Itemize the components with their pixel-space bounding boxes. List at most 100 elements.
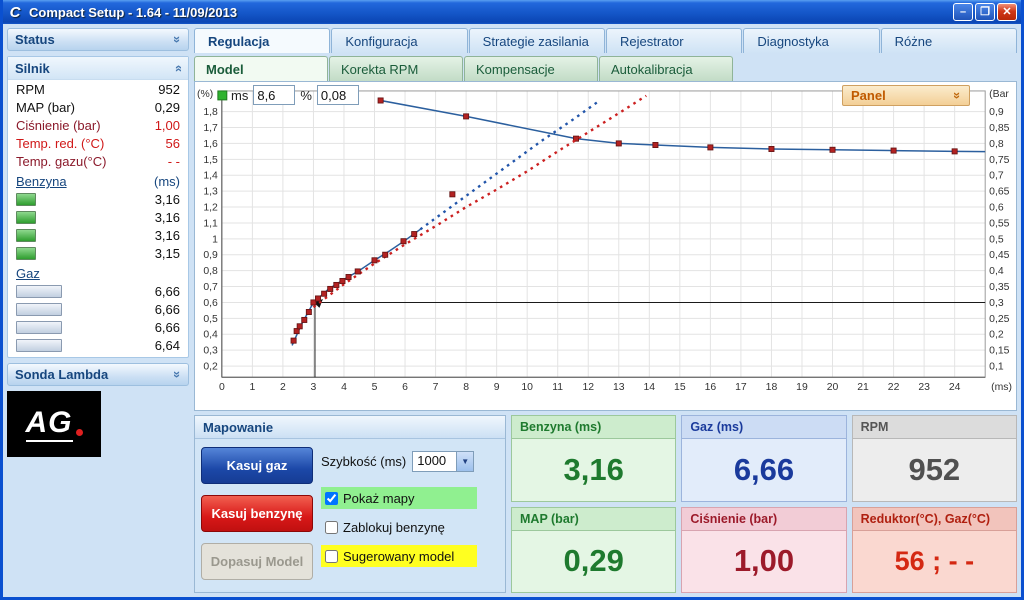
svg-text:0: 0: [219, 382, 225, 393]
svg-text:16: 16: [705, 382, 717, 393]
tab-autokalibracja[interactable]: Autokalibracja: [599, 56, 733, 81]
panel-dropdown[interactable]: Panel »: [842, 85, 970, 106]
pokaz-mapy-label: Pokaż mapy: [343, 490, 415, 506]
tile-gaz-label: Gaz (ms): [682, 416, 846, 439]
param-value: - -: [167, 153, 180, 169]
gaz-value: 6,64: [154, 337, 180, 353]
szybkosc-select[interactable]: 1000 ▼: [412, 451, 475, 472]
status-header[interactable]: Status »: [7, 28, 189, 51]
tile-gaz: Gaz (ms) 6,66: [681, 415, 847, 502]
tile-rpm: RPM 952: [851, 415, 1017, 502]
tile-map: MAP (bar) 0,29: [511, 506, 677, 593]
benzyna-row: 3,15: [8, 244, 188, 262]
svg-text:0,7: 0,7: [203, 282, 218, 293]
svg-text:0,3: 0,3: [989, 298, 1004, 309]
tile-cisnienie-label: Ciśnienie (bar): [682, 507, 846, 531]
svg-text:10: 10: [521, 382, 533, 393]
chevron-double-down-icon: »: [949, 91, 965, 100]
chevron-double-down-icon: »: [169, 35, 185, 44]
svg-text:12: 12: [582, 382, 594, 393]
benzyna-bar: [16, 192, 36, 206]
benzyna-bar: [16, 210, 36, 224]
svg-text:1,1: 1,1: [203, 218, 218, 229]
tab-korekta-rpm[interactable]: Korekta RPM: [329, 56, 463, 81]
tab-konfiguracja[interactable]: Konfiguracja: [331, 28, 468, 53]
param-row-temp-red: Temp. red. (°C) 56: [8, 134, 188, 152]
tab-kompensacje[interactable]: Kompensacje: [464, 56, 598, 81]
svg-text:7: 7: [433, 382, 439, 393]
svg-text:1,2: 1,2: [203, 203, 218, 214]
pokaz-mapy-checkbox[interactable]: [325, 491, 338, 505]
bottom-panels: Mapowanie Kasuj gaz Kasuj benzynę Dopasu…: [194, 415, 1017, 593]
svg-text:1,4: 1,4: [203, 171, 218, 182]
tile-gaz-value: 6,66: [682, 439, 846, 501]
gaz-bar: [16, 338, 62, 352]
svg-text:0,35: 0,35: [989, 282, 1009, 293]
svg-text:18: 18: [766, 382, 778, 393]
svg-text:0,8: 0,8: [203, 266, 218, 277]
benzyna-value: 3,15: [154, 245, 180, 261]
svg-text:1: 1: [249, 382, 255, 393]
gaz-link[interactable]: Gaz: [16, 266, 40, 281]
benzyna-link[interactable]: Benzyna: [16, 174, 67, 189]
gaz-bar: [16, 320, 62, 334]
gaz-row: 6,66: [8, 318, 188, 336]
checkbox-zablokuj-benzyne[interactable]: Zablokuj benzynę: [321, 516, 449, 538]
chart-controls: ms %: [231, 85, 359, 105]
param-label: MAP (bar): [16, 99, 75, 115]
kasuj-gaz-button[interactable]: Kasuj gaz: [201, 447, 313, 484]
tile-benzyna-value: 3,16: [512, 439, 676, 501]
svg-text:5: 5: [372, 382, 378, 393]
benzyna-value: 3,16: [154, 191, 180, 207]
tuning-chart[interactable]: 0 1 2 3 4 5 6 7 8 9 10 11 12 13 14 15 16 17 18 19 20 21 22 23 24…: [195, 82, 1016, 410]
silnik-header[interactable]: Silnik »: [8, 57, 188, 80]
svg-text:1,5: 1,5: [203, 155, 218, 166]
tile-reduktor-label: Reduktor(°C), Gaz(°C): [852, 507, 1016, 531]
tab-strategie-zasilania[interactable]: Strategie zasilania: [468, 28, 605, 53]
dopasuj-model-button[interactable]: Dopasuj Model: [201, 543, 313, 580]
tile-cisnienie: Ciśnienie (bar) 1,00: [681, 506, 847, 593]
tab-regulacja[interactable]: Regulacja: [194, 28, 331, 53]
checkbox-sugerowany-model[interactable]: Sugerowany model: [321, 545, 477, 567]
tile-rpm-value: 952: [852, 439, 1016, 501]
kasuj-benzyne-button[interactable]: Kasuj benzynę: [201, 495, 313, 532]
sugerowany-model-checkbox[interactable]: [325, 549, 338, 563]
szybkosc-value: 1000: [417, 453, 447, 468]
checkbox-pokaz-mapy[interactable]: Pokaż mapy: [321, 487, 477, 509]
sonda-lambda-header[interactable]: Sonda Lambda »: [7, 363, 189, 386]
dropdown-arrow-icon[interactable]: ▼: [456, 452, 474, 471]
svg-text:0,55: 0,55: [989, 218, 1009, 229]
minimize-button[interactable]: –: [953, 3, 973, 21]
svg-text:0,7: 0,7: [989, 171, 1004, 182]
tab-diagnostyka[interactable]: Diagnostyka: [743, 28, 880, 53]
param-row-temp-gazu: Temp. gazu(°C) - -: [8, 152, 188, 170]
tile-cisnienie-value: 1,00: [682, 530, 846, 592]
tab-rozne[interactable]: Różne: [880, 28, 1017, 53]
ag-logo-text: AG: [25, 406, 73, 442]
gaz-bar: [16, 302, 62, 316]
value-tiles: Benzyna (ms) 3,16 Gaz (ms) 6,66 RPM 952 …: [511, 415, 1017, 593]
gaz-bar: [16, 284, 62, 298]
percent-input[interactable]: [316, 85, 359, 105]
benzyna-unit: (ms): [154, 174, 180, 189]
ag-logo-dot-icon: [75, 428, 83, 436]
ms-input[interactable]: [253, 85, 296, 105]
svg-text:0,2: 0,2: [203, 362, 218, 373]
tab-model[interactable]: Model: [194, 56, 328, 81]
tab-rejestrator[interactable]: Rejestrator: [605, 28, 743, 53]
svg-text:0,25: 0,25: [989, 314, 1009, 325]
param-label: Ciśnienie (bar): [16, 117, 101, 133]
close-button[interactable]: ✕: [997, 3, 1017, 21]
zablokuj-benzyne-label: Zablokuj benzynę: [343, 519, 445, 535]
svg-text:4: 4: [341, 382, 347, 393]
maximize-button[interactable]: ❐: [975, 3, 995, 21]
ms-label: ms: [231, 87, 249, 103]
zablokuj-benzyne-checkbox[interactable]: [325, 520, 338, 534]
svg-text:0,8: 0,8: [989, 139, 1004, 150]
benzyna-row: 3,16: [8, 208, 188, 226]
silnik-header-label: Silnik: [15, 60, 50, 76]
svg-text:23: 23: [918, 382, 930, 393]
mapowanie-buttons: Kasuj gaz Kasuj benzynę Dopasuj Model: [201, 447, 313, 584]
svg-text:1: 1: [212, 234, 218, 245]
